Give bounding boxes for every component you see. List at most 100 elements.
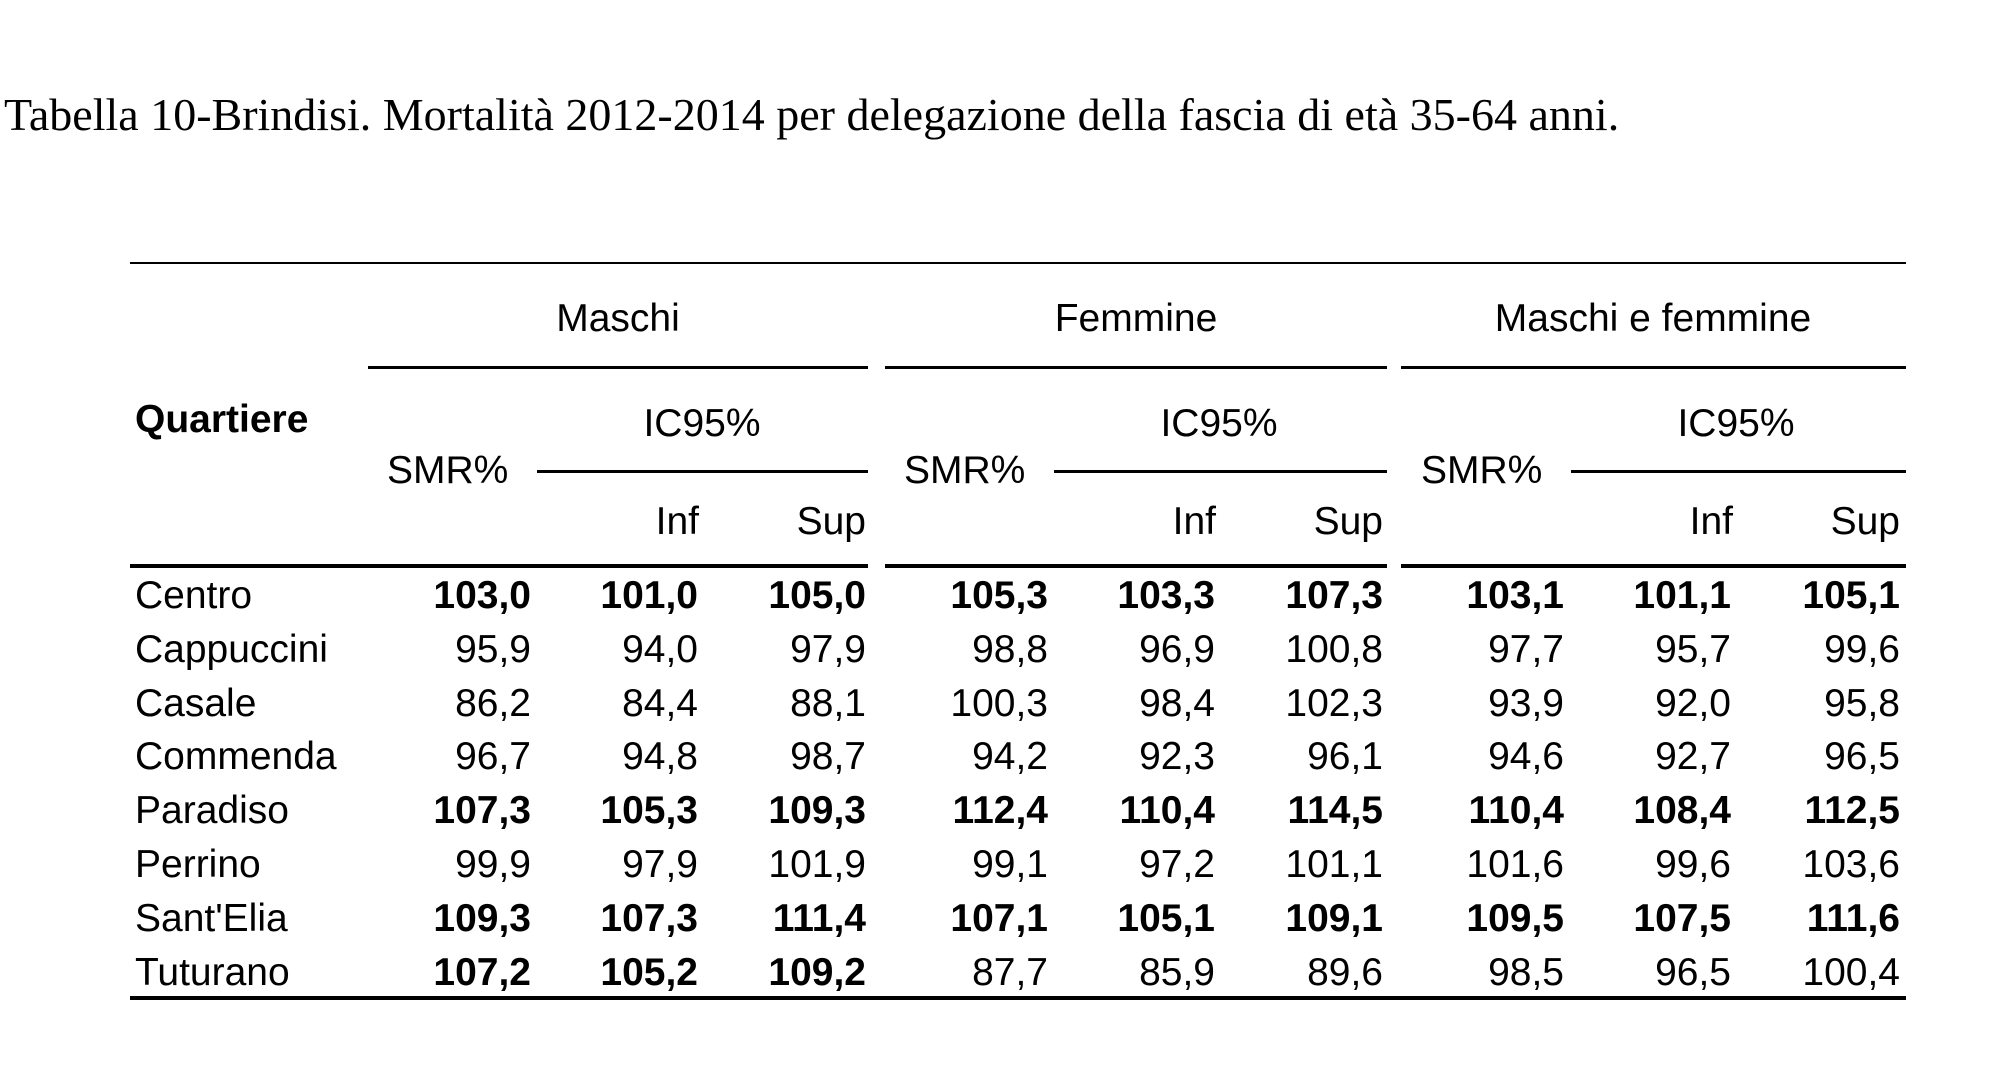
table-cell: 112,5 [1804, 789, 1900, 832]
table-cell: 107,3 [433, 789, 531, 832]
table-cell: 89,6 [1307, 951, 1383, 994]
table-cell: 98,7 [790, 735, 866, 778]
header-bottom-rule-1 [130, 564, 868, 568]
group-header-maschi: Maschi [556, 297, 680, 340]
table-cell: 109,1 [1285, 897, 1383, 940]
table-cell: 99,1 [972, 843, 1048, 886]
top-rule [130, 262, 1906, 264]
table-cell: 94,2 [972, 735, 1048, 778]
group-rule-femmine [885, 366, 1387, 369]
table-cell: 95,7 [1655, 628, 1731, 671]
row-name: Paradiso [135, 789, 289, 832]
table-cell: 105,3 [950, 574, 1048, 617]
table-cell: 92,7 [1655, 735, 1731, 778]
table-cell: 99,9 [455, 843, 531, 886]
table-cell: 111,6 [1806, 897, 1900, 940]
bottom-rule [130, 996, 1906, 1000]
table-cell: 98,4 [1139, 682, 1215, 725]
table-cell: 93,9 [1488, 682, 1564, 725]
group-rule-maschi [368, 366, 868, 369]
table-cell: 105,0 [768, 574, 866, 617]
smr-header-maschi: SMR% [387, 449, 509, 492]
smr-header-maschi-e-femmine: SMR% [1421, 449, 1543, 492]
table-cell: 101,1 [1633, 574, 1731, 617]
row-name: Perrino [135, 843, 261, 886]
group-header-femmine: Femmine [1054, 297, 1218, 340]
ic-rule-maschi-e-femmine [1571, 470, 1906, 473]
table-cell: 101,1 [1285, 843, 1383, 886]
table-cell: 107,3 [1285, 574, 1383, 617]
table-cell: 97,9 [622, 843, 698, 886]
table-cell: 100,3 [950, 682, 1048, 725]
table-cell: 111,4 [772, 897, 866, 940]
table-cell: 99,6 [1824, 628, 1900, 671]
table-cell: 97,2 [1139, 843, 1215, 886]
table-cell: 94,0 [622, 628, 698, 671]
table-cell: 86,2 [455, 682, 531, 725]
inf-header-femmine: Inf [1172, 500, 1216, 543]
table-cell: 96,9 [1139, 628, 1215, 671]
table-cell: 98,5 [1488, 951, 1564, 994]
ic-rule-femmine [1054, 470, 1387, 473]
table-cell: 94,6 [1488, 735, 1564, 778]
header-bottom-rule-3 [1401, 564, 1906, 568]
row-name: Sant'Elia [135, 897, 288, 940]
ic95-header-maschi-e-femmine: IC95% [1677, 402, 1795, 445]
table-cell: 92,3 [1139, 735, 1215, 778]
table-cell: 96,5 [1655, 951, 1731, 994]
table-cell: 96,5 [1824, 735, 1900, 778]
table-cell: 103,6 [1802, 843, 1900, 886]
table-cell: 108,4 [1633, 789, 1731, 832]
table-cell: 84,4 [622, 682, 698, 725]
table-cell: 100,4 [1802, 951, 1900, 994]
table-cell: 96,7 [455, 735, 531, 778]
table-cell: 105,3 [600, 789, 698, 832]
table-cell: 110,4 [1468, 789, 1564, 832]
header-bottom-rule-2 [885, 564, 1387, 568]
table-cell: 92,0 [1655, 682, 1731, 725]
ic-rule-maschi [537, 470, 868, 473]
table-cell: 107,3 [600, 897, 698, 940]
table-cell: 110,4 [1119, 789, 1215, 832]
table-cell: 109,5 [1466, 897, 1564, 940]
row-name: Casale [135, 682, 257, 725]
ic95-header-femmine: IC95% [1160, 402, 1278, 445]
table-cell: 88,1 [790, 682, 866, 725]
table-cell: 105,1 [1802, 574, 1900, 617]
table-cell: 109,3 [768, 789, 866, 832]
sup-header-maschi-e-femmine: Sup [1830, 500, 1900, 543]
table-cell: 95,8 [1824, 682, 1900, 725]
row-name: Commenda [135, 735, 337, 778]
row-name: Tuturano [135, 951, 290, 994]
table-cell: 87,7 [972, 951, 1048, 994]
quartiere-header: Quartiere [135, 398, 309, 441]
inf-header-maschi: Inf [655, 500, 699, 543]
table-cell: 109,2 [768, 951, 866, 994]
table-cell: 103,0 [433, 574, 531, 617]
table-cell: 109,3 [433, 897, 531, 940]
table-cell: 107,5 [1633, 897, 1731, 940]
ic95-header-maschi: IC95% [643, 402, 761, 445]
table-caption: Tabella 10-Brindisi. Mortalità 2012-2014… [4, 89, 1620, 140]
sup-header-femmine: Sup [1313, 500, 1383, 543]
group-header-maschi-e-femmine: Maschi e femmine [1494, 297, 1812, 340]
table-cell: 107,1 [950, 897, 1048, 940]
table-cell: 94,8 [622, 735, 698, 778]
table-cell: 100,8 [1285, 628, 1383, 671]
group-rule-maschi-e-femmine [1401, 366, 1906, 369]
table-cell: 99,6 [1655, 843, 1731, 886]
table-cell: 105,1 [1117, 897, 1215, 940]
inf-header-maschi-e-femmine: Inf [1689, 500, 1733, 543]
sup-header-maschi: Sup [796, 500, 866, 543]
table-cell: 101,6 [1466, 843, 1564, 886]
smr-header-femmine: SMR% [904, 449, 1026, 492]
table-cell: 97,9 [790, 628, 866, 671]
table-cell: 98,8 [972, 628, 1048, 671]
table-cell: 101,9 [768, 843, 866, 886]
table-cell: 97,7 [1488, 628, 1564, 671]
table-cell: 101,0 [600, 574, 698, 617]
table-cell: 95,9 [455, 628, 531, 671]
table-cell: 112,4 [952, 789, 1048, 832]
table-cell: 114,5 [1287, 789, 1383, 832]
table-cell: 103,1 [1466, 574, 1564, 617]
